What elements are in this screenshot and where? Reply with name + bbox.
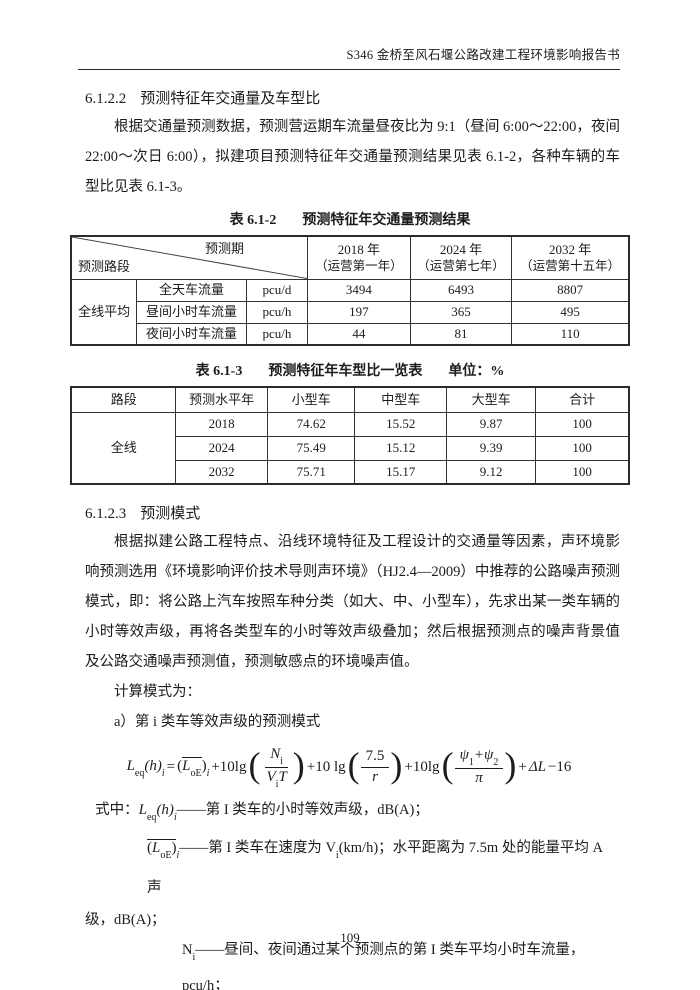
value-cell: 15.52 bbox=[354, 411, 447, 437]
year-cell: 2018 bbox=[175, 411, 268, 437]
diagonal-line bbox=[72, 237, 307, 279]
indicator-cell: 昼间小时车流量 bbox=[136, 300, 247, 324]
where-line-loe: (LoE)i——第 I 类车在速度为 Vi(km/h)；水平距离为 7.5m 处… bbox=[147, 839, 603, 896]
page-header-title: S346 金桥至风石堰公路改建工程环境影响报告书 bbox=[346, 48, 620, 62]
value-cell: 44 bbox=[307, 322, 411, 346]
value-cell: 9.39 bbox=[445, 435, 537, 461]
unit-cell: pcu/d bbox=[245, 278, 309, 302]
section-number: 6.1.2.2 bbox=[85, 91, 127, 107]
operator: +10lg bbox=[211, 758, 247, 775]
where-label: 式中： bbox=[95, 802, 139, 818]
symbol-leq: Leq(h)i bbox=[138, 802, 177, 823]
value-cell: 74.62 bbox=[266, 411, 356, 437]
table-row: 2032 75.71 15.17 9.12 100 bbox=[71, 459, 630, 485]
value-cell: 9.12 bbox=[445, 459, 537, 485]
table-vehicle-type-ratio: 路段 预测水平年 小型车 中型车 大型车 合计 全线 2018 74.62 15… bbox=[70, 386, 630, 485]
equation-leq: Leq(h)i = (LoE)i +10lg ( Ni ViT ) +10 lg… bbox=[126, 745, 572, 790]
section-number: 6.1.2.3 bbox=[85, 506, 127, 522]
operator: +10lg bbox=[404, 758, 440, 775]
year-column-header: 2018 年（运营第一年） bbox=[307, 235, 411, 280]
year-column-header: 2032 年（运营第十五年） bbox=[511, 235, 630, 280]
year-cell: 2024 bbox=[175, 435, 268, 461]
section-title: 预测特征年交通量及车型比 bbox=[140, 91, 321, 107]
table-row: 全线平均 全天车流量 pcu/d 3494 6493 8807 bbox=[70, 278, 630, 346]
value-cell: 495 bbox=[511, 300, 630, 324]
table-header-row: 路段 预测水平年 小型车 中型车 大型车 合计 bbox=[70, 386, 630, 413]
value-cell: 110 bbox=[511, 322, 630, 346]
item-a-label: a）第 i 类车等效声级的预测模式 bbox=[114, 714, 321, 730]
table2-caption-label: 表 6.1-3 bbox=[195, 364, 243, 379]
symbol-ni: Ni bbox=[182, 942, 196, 963]
page-content: 6.1.2.2 预测特征年交通量及车型比 根据交通量预测数据，预测营运期车流量昼夜… bbox=[0, 88, 700, 990]
table2-caption-title: 预测特征年车型比一览表 bbox=[268, 364, 423, 379]
where-line-continuation: 级，dB(A)； bbox=[85, 912, 166, 928]
table2-caption-unit: 单位：% bbox=[448, 364, 505, 379]
value-cell: 75.71 bbox=[266, 459, 356, 485]
table1-caption: 表 6.1-2 预测特征年交通量预测结果 bbox=[70, 210, 630, 232]
equals-sign: = bbox=[166, 758, 176, 775]
year-column-header: 2024 年（运营第七年） bbox=[409, 235, 513, 280]
column-header: 路段 bbox=[70, 386, 177, 413]
value-cell: 197 bbox=[307, 300, 411, 324]
diagonal-top-label: 预测期 bbox=[205, 241, 245, 256]
value-cell: 100 bbox=[535, 411, 630, 437]
formula-lhs: Leq(h)i bbox=[126, 757, 165, 779]
value-cell: 6493 bbox=[409, 278, 513, 302]
value-cell: 365 bbox=[409, 300, 513, 324]
where-line-leq: 式中：Leq(h)i——第 I 类车的小时等效声级，dB(A)； bbox=[95, 802, 429, 823]
diagonal-bottom-label: 预测路段 bbox=[78, 258, 131, 274]
row-group-cell: 全线 bbox=[70, 411, 177, 485]
table-row: 全线 2018 74.62 15.52 9.87 100 bbox=[70, 411, 630, 485]
table-header-row: 预测期 预测路段 2018 年（运营第一年） 2024 年（运营第七年） 203… bbox=[70, 235, 630, 280]
value-cell: 3494 bbox=[307, 278, 411, 302]
paragraph-traffic-forecast: 根据交通量预测数据，预测营运期车流量昼夜比为 9:1（昼间 6:00～22:00… bbox=[85, 119, 620, 195]
value-cell: 75.49 bbox=[266, 435, 356, 461]
diagonal-header-cell: 预测期 预测路段 bbox=[70, 235, 309, 280]
section-title: 预测模式 bbox=[140, 506, 201, 522]
formula-term-loe: (LoE)i bbox=[177, 757, 210, 779]
table1-caption-title: 预测特征年交通量预测结果 bbox=[302, 213, 471, 228]
fraction-75-r: 7.5 r bbox=[360, 747, 390, 788]
fraction-psi-pi: ψ1+ψ2 π bbox=[454, 746, 504, 789]
paragraph-prediction-model: 根据拟建公路工程特点、沿线环境特征及工程设计的交通量等因素，声环境影响预测选用《… bbox=[85, 534, 620, 670]
calc-mode-intro: 计算模式为： bbox=[114, 684, 201, 700]
table2-caption: 表 6.1-3 预测特征年车型比一览表 单位：% bbox=[70, 361, 630, 383]
header-divider bbox=[78, 69, 620, 70]
indicator-cell: 全天车流量 bbox=[136, 278, 247, 302]
column-header: 中型车 bbox=[354, 386, 447, 413]
fraction-ni-vt: Ni ViT bbox=[265, 746, 289, 790]
minus-16-term: −16 bbox=[547, 758, 572, 775]
column-header: 大型车 bbox=[445, 386, 537, 413]
table-traffic-volume-forecast: 预测期 预测路段 2018 年（运营第一年） 2024 年（运营第七年） 203… bbox=[70, 235, 630, 346]
column-header: 预测水平年 bbox=[175, 386, 268, 413]
value-cell: 15.17 bbox=[354, 459, 447, 485]
plus-sign: + bbox=[518, 758, 527, 775]
page-number: 109 bbox=[340, 930, 360, 945]
operator: +10 lg bbox=[306, 758, 346, 775]
year-cell: 2032 bbox=[175, 459, 268, 485]
table1-caption-label: 表 6.1-2 bbox=[229, 213, 277, 228]
table-row: 夜间小时车流量 pcu/h 44 81 110 bbox=[71, 322, 630, 346]
indicator-cell: 夜间小时车流量 bbox=[136, 322, 247, 346]
column-header: 合计 bbox=[535, 386, 630, 413]
value-cell: 100 bbox=[535, 435, 630, 461]
value-cell: 9.87 bbox=[445, 411, 537, 437]
column-header: 小型车 bbox=[266, 386, 356, 413]
value-cell: 8807 bbox=[511, 278, 630, 302]
section-heading-6122: 6.1.2.2 预测特征年交通量及车型比 bbox=[85, 88, 620, 110]
symbol-loe: (LoE)i bbox=[147, 839, 180, 861]
delta-l-term: ΔL bbox=[528, 758, 546, 775]
row-group-cell: 全线平均 bbox=[70, 278, 138, 346]
section-heading-6123: 6.1.2.3 预测模式 bbox=[85, 503, 620, 525]
table-row: 昼间小时车流量 pcu/h 197 365 495 bbox=[71, 300, 630, 324]
unit-cell: pcu/h bbox=[245, 300, 309, 324]
value-cell: 100 bbox=[535, 459, 630, 485]
where-line-ni: Ni——昼间、夜间通过某个预测点的第 I 类车平均小时车流量，pcu/h； bbox=[182, 942, 585, 990]
value-cell: 81 bbox=[409, 322, 513, 346]
value-cell: 15.12 bbox=[354, 435, 447, 461]
symbol-vi: Vi bbox=[325, 840, 339, 861]
unit-cell: pcu/h bbox=[245, 322, 309, 346]
